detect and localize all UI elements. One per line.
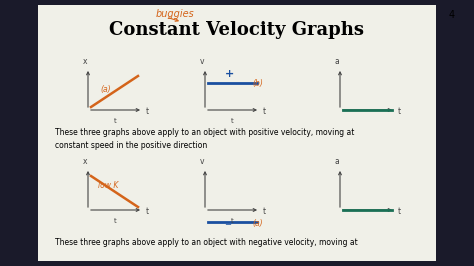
Text: These three graphs above apply to an object with negative velocity, moving at: These three graphs above apply to an obj… [55,238,358,247]
Text: v: v [200,57,204,66]
Text: x: x [82,57,87,66]
Text: low K: low K [98,181,118,190]
Text: t: t [114,218,117,224]
Text: (a): (a) [100,85,110,94]
Text: t: t [231,218,233,224]
Text: t: t [263,206,266,215]
Text: v: v [200,157,204,166]
Text: −: − [225,220,231,229]
Text: t: t [231,118,233,124]
Text: buggies: buggies [155,9,194,19]
FancyBboxPatch shape [38,5,436,261]
Text: t: t [146,206,149,215]
Text: +: + [225,69,235,79]
Text: a: a [334,157,339,166]
Text: These three graphs above apply to an object with positive velocity, moving at
co: These three graphs above apply to an obj… [55,128,355,150]
Text: (a): (a) [252,219,263,228]
Text: x: x [82,157,87,166]
Text: Constant Velocity Graphs: Constant Velocity Graphs [109,21,365,39]
Text: a: a [334,57,339,66]
Text: t: t [263,106,266,115]
Text: (b): (b) [252,79,263,88]
Text: t: t [146,106,149,115]
Text: 4: 4 [449,10,455,20]
Text: t: t [114,118,117,124]
Text: t: t [398,106,401,115]
Text: t: t [398,206,401,215]
